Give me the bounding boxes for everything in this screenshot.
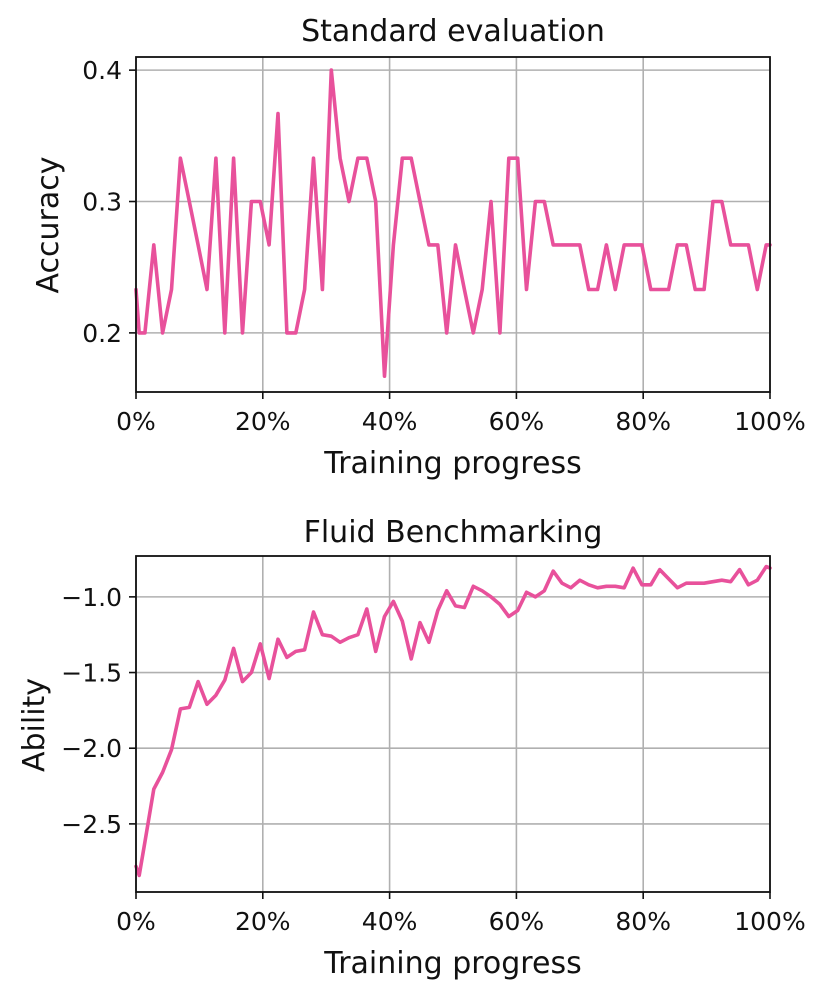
y-axis-label: Ability (17, 678, 52, 772)
y-tick-label: −2.5 (61, 810, 122, 839)
x-axis-label: Training progress (323, 946, 581, 981)
series-line (134, 68, 772, 379)
x-tick-label: 0% (116, 407, 156, 436)
x-tick-label: 20% (235, 907, 291, 936)
plot-frame (135, 555, 771, 893)
chart-title: Standard evaluation (301, 14, 605, 49)
x-tick-label: 60% (489, 407, 545, 436)
x-tick-label: 40% (362, 907, 418, 936)
x-axis-label: Training progress (323, 446, 581, 481)
standard-evaluation-chart: Standard evaluation Training progress Ac… (31, 14, 806, 481)
x-tick-label: 40% (362, 407, 418, 436)
x-tick-label: 80% (615, 407, 671, 436)
plot-frame (135, 56, 771, 393)
x-tick-label: 100% (734, 907, 805, 936)
x-tick-label: 20% (235, 407, 291, 436)
x-tick-label: 80% (615, 907, 671, 936)
y-tick-label: 0.3 (82, 188, 122, 217)
y-tick-label: −1.5 (61, 659, 122, 688)
y-tick-label: 0.2 (82, 319, 122, 348)
series-line (134, 564, 772, 878)
fluid-benchmarking-chart: Fluid Benchmarking Training progress Abi… (17, 515, 806, 981)
y-axis-label: Accuracy (31, 157, 66, 294)
x-tick-label: 60% (489, 907, 545, 936)
y-tick-label: −1.0 (61, 583, 122, 612)
x-tick-label: 100% (734, 407, 805, 436)
x-tick-label: 0% (116, 907, 156, 936)
y-tick-label: −2.0 (61, 734, 122, 763)
y-tick-label: 0.4 (82, 56, 122, 85)
chart-title: Fluid Benchmarking (304, 515, 603, 550)
